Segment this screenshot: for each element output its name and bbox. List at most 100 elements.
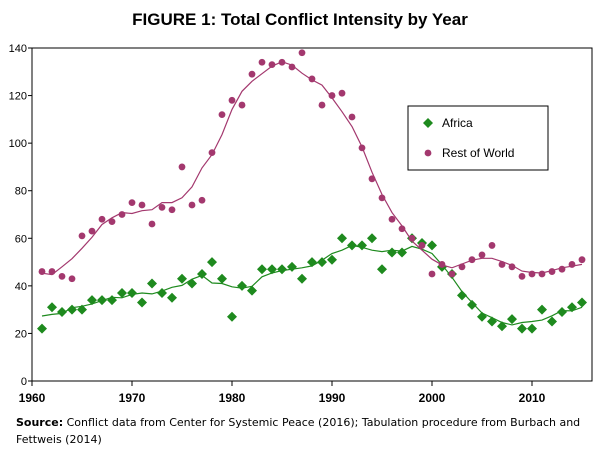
x-tick-label: 2000 <box>419 391 446 405</box>
data-point <box>47 302 57 313</box>
data-point <box>268 61 276 69</box>
data-point <box>317 257 327 268</box>
data-point <box>307 257 317 268</box>
data-point <box>98 215 106 223</box>
x-axis: 1960 1970 1980 1990 2000 2010 <box>19 381 546 405</box>
data-point <box>157 287 167 298</box>
data-point <box>377 264 387 275</box>
data-point <box>237 280 247 291</box>
data-point <box>378 194 386 202</box>
legend-marker <box>424 149 432 157</box>
data-point <box>528 270 536 278</box>
data-point <box>118 211 126 218</box>
data-point <box>277 264 287 275</box>
data-point <box>267 264 277 275</box>
data-point <box>548 268 556 275</box>
data-point <box>68 275 76 283</box>
data-point <box>468 256 476 264</box>
legend: Africa Rest of World <box>407 105 549 171</box>
source-label: Source: <box>16 416 64 429</box>
data-point <box>338 89 346 97</box>
data-point <box>367 233 377 244</box>
data-point <box>547 316 557 327</box>
data-point <box>207 257 217 268</box>
data-point <box>467 299 477 310</box>
y-tick-label: 60 <box>15 233 27 245</box>
data-point <box>408 234 416 242</box>
data-point <box>248 70 256 78</box>
plot-frame <box>31 47 593 382</box>
data-point <box>158 203 166 211</box>
data-point <box>568 261 576 268</box>
data-point <box>198 196 206 204</box>
data-point <box>328 92 336 99</box>
data-point <box>298 49 306 57</box>
data-point <box>567 302 577 313</box>
data-point <box>178 163 186 171</box>
data-point <box>327 254 337 265</box>
data-point <box>337 233 347 244</box>
x-tick-label: 1960 <box>19 391 46 405</box>
y-tick-label: 0 <box>21 376 27 388</box>
data-point <box>497 321 507 332</box>
data-point <box>128 199 136 207</box>
x-tick-label: 1980 <box>219 391 246 405</box>
data-point <box>387 247 397 258</box>
data-point <box>117 287 127 298</box>
data-point <box>58 272 66 280</box>
x-tick-label: 1970 <box>119 391 146 405</box>
data-point <box>48 268 56 275</box>
data-point <box>218 111 226 118</box>
data-point <box>448 270 456 278</box>
data-point <box>558 265 566 273</box>
y-tick-label: 100 <box>9 138 27 150</box>
data-point <box>418 242 426 249</box>
data-point <box>148 220 156 228</box>
data-point <box>108 218 116 226</box>
data-point <box>197 268 207 279</box>
data-point <box>187 278 197 289</box>
y-tick-label: 20 <box>15 328 27 340</box>
data-point <box>308 75 316 83</box>
data-point <box>487 316 497 327</box>
legend-marker <box>423 118 433 128</box>
data-point <box>577 297 587 308</box>
data-point <box>168 206 176 214</box>
y-tick-label: 40 <box>15 281 27 293</box>
data-point <box>288 63 296 71</box>
data-point <box>167 292 177 303</box>
data-point <box>287 261 297 272</box>
data-point <box>398 225 406 233</box>
chart-title: FIGURE 1: Total Conflict Intensity by Ye… <box>132 10 468 29</box>
legend-item: Africa <box>423 116 473 130</box>
data-point <box>127 287 137 298</box>
data-point <box>397 247 407 258</box>
data-point <box>208 149 216 157</box>
data-point <box>247 285 257 296</box>
data-point <box>458 263 466 271</box>
data-point <box>518 272 526 280</box>
legend-label: Rest of World <box>442 146 514 160</box>
data-point <box>138 201 146 209</box>
data-point <box>427 240 437 251</box>
x-tick-label: 2010 <box>519 391 546 405</box>
data-point <box>538 270 546 278</box>
data-point <box>388 215 396 223</box>
data-point <box>537 304 547 315</box>
data-point <box>257 264 267 275</box>
data-point <box>278 58 286 66</box>
y-axis: 0 20 40 60 80 100 120 140 <box>9 43 32 388</box>
data-point <box>508 263 516 271</box>
data-point <box>368 175 376 183</box>
data-point <box>438 261 446 268</box>
data-point <box>517 323 527 334</box>
data-point <box>177 273 187 284</box>
data-point <box>527 323 537 334</box>
data-point <box>77 304 87 315</box>
data-point <box>107 295 117 306</box>
data-point <box>258 58 266 66</box>
data-point <box>38 268 46 275</box>
y-tick-label: 140 <box>9 43 27 55</box>
data-point <box>358 144 366 152</box>
data-point <box>217 273 227 284</box>
